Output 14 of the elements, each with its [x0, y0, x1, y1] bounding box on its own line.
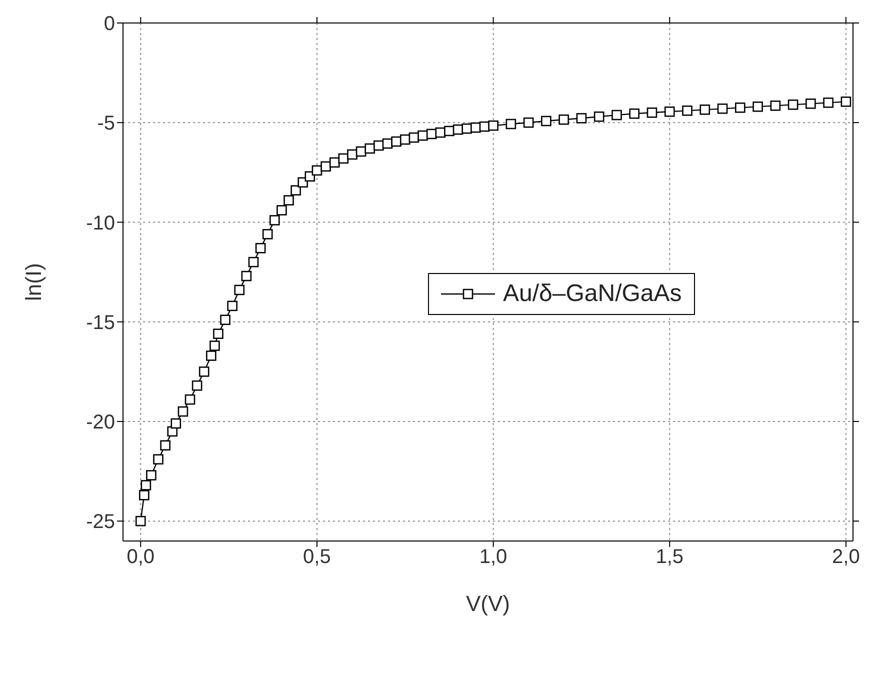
y-tick-label: -25	[86, 511, 115, 534]
x-tick-label: 0,0	[126, 546, 155, 568]
x-tick-label: 0,5	[303, 546, 331, 568]
y-tick-label: -20	[86, 412, 115, 434]
x-tick-label: 1,5	[656, 546, 684, 568]
y-tick-label: -10	[86, 212, 115, 234]
y-axis-title: ln(I)	[20, 263, 46, 301]
x-tick-label: 1,0	[479, 546, 508, 568]
y-tick-label: -15	[86, 312, 115, 334]
legend-label: Au/δ–GaN/GaAs	[503, 280, 682, 308]
y-tick-label: -5	[97, 112, 115, 135]
x-tick-label: 2,0	[832, 546, 860, 568]
y-tick-label: 0	[104, 13, 115, 36]
x-axis-title: V(V)	[466, 591, 510, 616]
